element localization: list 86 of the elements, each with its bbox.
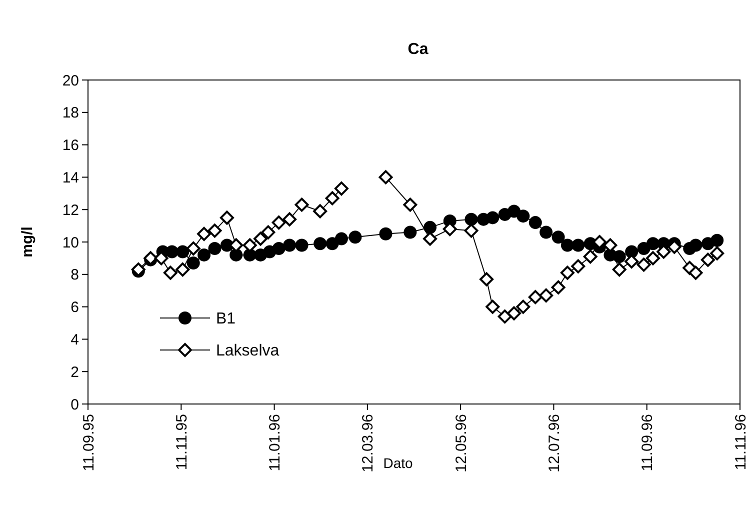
point	[560, 266, 574, 280]
point	[379, 227, 392, 240]
y-tick-label: 20	[62, 72, 79, 90]
point	[220, 210, 234, 225]
point	[572, 238, 585, 252]
point	[378, 170, 393, 184]
point	[507, 306, 522, 320]
point	[689, 238, 702, 252]
point	[552, 230, 565, 244]
x-tick-label: 12.05.96	[452, 414, 470, 472]
x-tick-label: 11.01.96	[266, 414, 284, 472]
point	[423, 232, 438, 246]
y-tick-label: 16	[62, 137, 79, 154]
legend-label: B1	[216, 310, 236, 328]
y-tick-label: 6	[70, 299, 79, 316]
point	[612, 250, 626, 264]
point	[480, 272, 494, 286]
x-tick-label: 12.03.96	[360, 414, 377, 472]
point	[334, 232, 348, 246]
point	[571, 259, 586, 274]
point	[272, 216, 286, 230]
point	[272, 242, 286, 255]
point	[528, 216, 542, 230]
x-tick-label: 11.09.96	[639, 414, 656, 472]
point	[198, 248, 211, 262]
point	[163, 266, 178, 280]
point	[539, 288, 554, 302]
y-tick-label: 14	[62, 169, 79, 186]
point	[540, 226, 553, 239]
chart-title: Ca	[408, 41, 428, 58]
point	[197, 226, 212, 241]
x-axis-title: Dato	[383, 455, 413, 471]
x-tick-label: 11.11.95	[173, 414, 190, 470]
y-tick-label: 18	[62, 104, 79, 122]
point	[208, 242, 222, 255]
point	[176, 262, 190, 277]
point	[583, 250, 598, 264]
point	[464, 212, 478, 226]
y-tick-label: 12	[62, 202, 79, 219]
point	[700, 252, 715, 267]
y-tick-label: 2	[70, 364, 79, 381]
point	[646, 237, 660, 250]
x-tick-label: 11.09.95	[80, 414, 98, 472]
point	[636, 258, 651, 272]
point	[254, 232, 268, 246]
x-tick-label: 12.07.96	[546, 414, 563, 472]
point	[464, 224, 478, 238]
point	[646, 251, 660, 266]
point	[334, 182, 348, 196]
point	[313, 204, 328, 218]
point	[404, 226, 417, 239]
point	[176, 245, 190, 258]
point	[560, 238, 574, 252]
y-tick-label: 8	[70, 266, 79, 284]
point	[261, 225, 276, 240]
point	[282, 212, 297, 226]
point	[528, 290, 542, 304]
point	[295, 238, 308, 252]
point	[688, 266, 703, 280]
point	[710, 234, 724, 247]
point	[637, 242, 650, 255]
legend-label: Lakselva	[216, 342, 280, 360]
y-tick-label: 10	[62, 234, 79, 252]
point	[612, 262, 626, 277]
point	[710, 246, 724, 260]
point	[424, 220, 437, 234]
point	[486, 300, 500, 314]
point	[348, 230, 362, 244]
point	[294, 198, 309, 212]
point	[498, 310, 512, 324]
point	[314, 237, 327, 250]
point	[516, 300, 530, 314]
point	[403, 198, 418, 212]
point	[165, 245, 178, 258]
point	[208, 224, 222, 238]
point	[516, 210, 530, 223]
point	[486, 211, 500, 224]
point	[283, 238, 296, 252]
x-tick-label: 11.11.96	[732, 414, 750, 470]
point	[325, 191, 340, 206]
y-tick-label: 0	[70, 396, 79, 414]
y-tick-label: 4	[70, 331, 79, 348]
point	[186, 256, 200, 270]
point	[186, 241, 200, 256]
point	[551, 280, 566, 294]
y-axis-title: mg/l	[19, 226, 36, 258]
